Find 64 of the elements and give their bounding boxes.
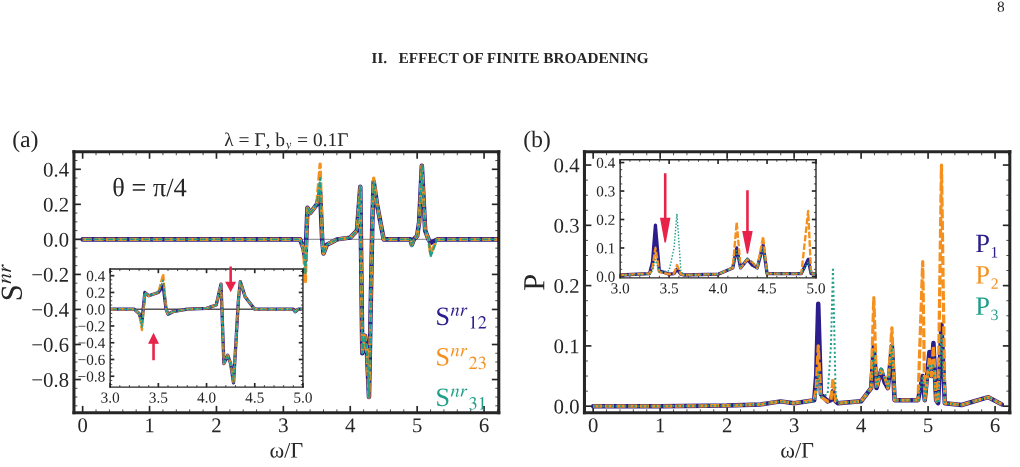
y-tick-label: 0.4 xyxy=(596,157,616,169)
text: II. EFFECT OF FINITE BROADENING xyxy=(371,52,649,64)
y-tick-label: 0.0 xyxy=(86,304,105,315)
x-tick-label: 5.0 xyxy=(807,283,825,294)
x-tick-label: 5.0 xyxy=(294,392,312,403)
series-label: P₃ xyxy=(976,297,998,321)
x-tick-label: 6 xyxy=(990,418,1000,433)
y-tick-label: 0.4 xyxy=(43,162,69,177)
y-tick-label: 0.0 xyxy=(43,232,69,247)
x-axis-title: ω/Γ xyxy=(270,442,303,458)
annotation: θ = π/4 xyxy=(113,177,187,197)
x-tick-label: 4 xyxy=(345,418,356,433)
x-tick-label: 3.5 xyxy=(660,283,679,294)
y-tick-label: −0.2 xyxy=(32,267,68,282)
chart-title: λ = Γ, b$_{y}$ = 0.1Γ xyxy=(224,132,348,152)
x-tick-label: 1 xyxy=(146,418,154,433)
x-tick-label: 1 xyxy=(656,418,665,433)
y-tick-label: −0.4 xyxy=(78,337,106,349)
x-tick-label: 3.5 xyxy=(149,392,168,403)
y-tick-label: 0.0 xyxy=(596,271,615,282)
x-tick-label: 0 xyxy=(588,418,598,433)
y-tick-label: 0.0 xyxy=(554,399,579,414)
x-tick-label: 2 xyxy=(722,418,732,433)
y-tick-label: 0.4 xyxy=(554,158,580,173)
x-tick-label: 5 xyxy=(924,418,933,433)
y-tick-label: −0.6 xyxy=(32,337,69,353)
text: (a) xyxy=(13,130,38,153)
y-tick-label: −0.2 xyxy=(78,321,105,332)
y-tick-label: −0.4 xyxy=(32,302,69,317)
x-tick-label: 3 xyxy=(789,418,799,433)
y-tick-label: 0.1 xyxy=(554,339,579,354)
x-tick-label: 3 xyxy=(279,418,288,433)
x-tick-label: 4.0 xyxy=(708,283,728,294)
x-tick-label: 3.0 xyxy=(101,392,120,403)
x-tick-label: 4 xyxy=(856,418,866,433)
y-tick-label: −0.6 xyxy=(78,354,105,366)
x-tick-label: 6 xyxy=(479,418,489,433)
y-tick-label: 0.3 xyxy=(554,218,579,233)
y-tick-label: 0.2 xyxy=(596,214,615,226)
text: S$^{nr}$$_{23}$ xyxy=(437,347,486,370)
y-tick-label: 0.4 xyxy=(86,270,106,282)
series-label: P₂ xyxy=(976,266,998,289)
y-axis-title: S$^{nr}$ xyxy=(1,264,23,300)
text: S$^{nr}$$_{31}$ xyxy=(437,388,485,410)
x-tick-label: 4.5 xyxy=(757,283,776,294)
y-tick-label: −0.8 xyxy=(78,371,105,382)
y-tick-label: 0.2 xyxy=(554,278,579,294)
x-tick-label: 0 xyxy=(78,418,88,433)
x-tick-label: 5 xyxy=(413,418,422,433)
x-tick-label: 3.0 xyxy=(611,283,630,294)
text: 8 xyxy=(997,1,1005,12)
y-tick-label: 0.2 xyxy=(43,197,68,212)
x-axis-title: ω/Γ xyxy=(781,442,814,458)
text: (b) xyxy=(524,130,550,153)
y-tick-label: 0.2 xyxy=(86,287,105,298)
y-axis-title: P xyxy=(524,275,545,290)
x-tick-label: 4.0 xyxy=(197,392,216,403)
text: S$^{nr}$$_{12}$ xyxy=(437,307,487,329)
x-tick-label: 4.5 xyxy=(245,392,264,403)
y-tick-label: 0.3 xyxy=(596,186,615,197)
x-tick-label: 2 xyxy=(212,418,221,433)
y-tick-label: 0.1 xyxy=(596,243,615,254)
y-tick-label: −0.8 xyxy=(32,372,69,388)
text: P₁ xyxy=(976,234,998,258)
